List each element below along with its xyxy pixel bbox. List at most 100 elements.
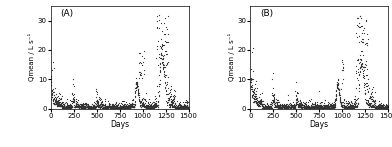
Point <box>171 90 178 92</box>
Point <box>338 102 344 104</box>
Point <box>279 105 286 108</box>
Point <box>110 107 116 109</box>
Point <box>278 107 284 109</box>
Point <box>321 104 327 107</box>
Point <box>132 90 138 92</box>
Point <box>378 105 384 108</box>
Point <box>263 105 269 107</box>
Point <box>368 106 374 108</box>
Point <box>363 101 369 104</box>
Point <box>330 105 337 107</box>
Point <box>294 97 301 99</box>
Point <box>328 106 334 108</box>
Point <box>103 105 109 107</box>
Point <box>120 106 126 109</box>
Point <box>351 102 357 105</box>
Point <box>295 105 301 107</box>
Point <box>78 106 84 108</box>
Point <box>122 105 128 107</box>
Point <box>381 107 387 109</box>
Point <box>77 106 83 108</box>
Point <box>74 105 80 107</box>
Point <box>368 92 374 94</box>
Point <box>147 105 153 107</box>
Point <box>96 104 102 107</box>
Point <box>89 106 96 108</box>
Point <box>124 107 131 109</box>
Point <box>285 106 291 108</box>
Point <box>67 105 73 107</box>
Point <box>102 100 108 102</box>
Point <box>354 36 360 38</box>
Point <box>61 103 67 106</box>
Point <box>368 102 374 104</box>
Point <box>372 107 378 109</box>
Point <box>296 105 302 108</box>
Point <box>298 106 305 108</box>
Point <box>134 84 140 86</box>
Point <box>56 101 62 103</box>
Point <box>260 105 267 107</box>
Point <box>96 105 102 108</box>
Point <box>140 104 146 106</box>
Point <box>348 107 354 109</box>
Point <box>124 107 130 109</box>
Point <box>104 106 111 108</box>
Point <box>160 64 166 66</box>
Point <box>306 107 312 109</box>
Point <box>97 106 103 108</box>
Point <box>83 104 89 106</box>
Point <box>375 107 381 109</box>
Point <box>141 105 147 107</box>
Point <box>341 105 348 108</box>
Point <box>153 27 160 30</box>
Point <box>316 105 322 108</box>
Point <box>118 106 124 108</box>
Point <box>371 100 377 102</box>
Point <box>305 105 311 108</box>
Point <box>308 107 314 109</box>
Point <box>153 103 159 105</box>
Point <box>369 98 376 101</box>
Point <box>353 32 359 34</box>
Point <box>306 106 312 109</box>
Point <box>53 104 60 107</box>
Point <box>123 104 129 106</box>
Point <box>306 107 312 109</box>
Point <box>371 100 377 102</box>
Point <box>254 103 261 105</box>
Point <box>366 87 372 90</box>
Point <box>323 106 329 108</box>
Point <box>57 105 63 108</box>
Point <box>87 106 94 108</box>
Point <box>254 104 260 107</box>
Point <box>129 106 135 108</box>
Point <box>290 106 296 108</box>
Point <box>55 102 62 104</box>
Point <box>103 106 110 109</box>
Point <box>364 88 370 91</box>
Point <box>181 106 187 109</box>
Point <box>385 105 391 107</box>
Point <box>168 98 174 100</box>
Point <box>156 90 162 93</box>
Point <box>89 107 95 109</box>
Point <box>117 105 123 108</box>
Point <box>58 105 64 107</box>
Point <box>286 106 292 109</box>
Point <box>49 89 55 91</box>
Point <box>60 107 66 109</box>
Point <box>92 106 98 109</box>
Point <box>349 104 356 107</box>
Point <box>54 104 60 106</box>
Point <box>154 26 160 28</box>
Point <box>361 75 367 77</box>
Point <box>274 104 280 106</box>
Point <box>169 97 176 100</box>
Point <box>59 106 65 109</box>
Point <box>73 104 79 107</box>
Point <box>60 105 66 108</box>
Point <box>118 103 125 105</box>
Point <box>58 95 65 97</box>
Point <box>62 106 68 109</box>
